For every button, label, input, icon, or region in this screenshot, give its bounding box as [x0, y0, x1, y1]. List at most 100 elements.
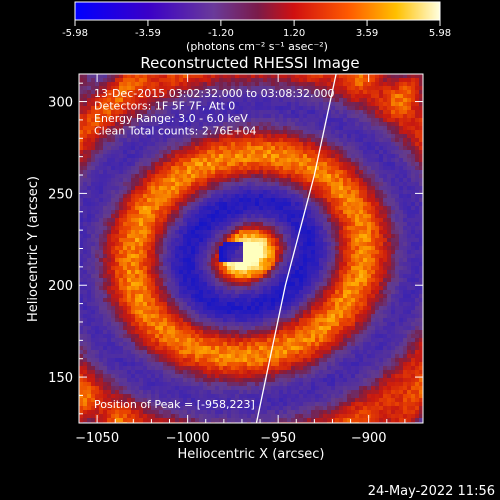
heatmap-cell [387, 170, 391, 174]
heatmap-cell [247, 270, 251, 274]
heatmap-cell [271, 234, 275, 238]
heatmap-cell [171, 258, 175, 262]
heatmap-cell [291, 134, 295, 138]
heatmap-cell [351, 74, 355, 78]
heatmap-cell [111, 234, 115, 238]
heatmap-cell [247, 190, 251, 194]
heatmap-cell [143, 254, 147, 258]
heatmap-cell [163, 206, 167, 210]
heatmap-cell [267, 230, 271, 234]
heatmap-cell [335, 286, 339, 290]
heatmap-cell [171, 182, 175, 186]
heatmap-cell [163, 194, 167, 198]
heatmap-cell [307, 214, 311, 218]
heatmap-cell [227, 254, 231, 258]
heatmap-cell [259, 178, 263, 182]
heatmap-cell [95, 210, 99, 214]
heatmap-cell [227, 174, 231, 178]
heatmap-cell [299, 102, 303, 106]
heatmap-cell [95, 198, 99, 202]
heatmap-cell [179, 294, 183, 298]
heatmap-cell [123, 226, 127, 230]
heatmap-cell [99, 194, 103, 198]
heatmap-cell [283, 230, 287, 234]
heatmap-cell [243, 262, 247, 266]
heatmap-cell [367, 282, 371, 286]
heatmap-cell [351, 270, 355, 274]
heatmap-cell [315, 118, 319, 122]
heatmap-cell [383, 74, 387, 78]
heatmap-cell [151, 186, 155, 190]
heatmap-cell [107, 214, 111, 218]
heatmap-cell [187, 170, 191, 174]
heatmap-cell [87, 214, 91, 218]
heatmap-cell [395, 102, 399, 106]
heatmap-cell [355, 186, 359, 190]
heatmap-cell [359, 90, 363, 94]
heatmap-cell [335, 266, 339, 270]
heatmap-cell [239, 302, 243, 306]
heatmap-cell [355, 122, 359, 126]
heatmap-cell [203, 82, 207, 86]
heatmap-cell [343, 98, 347, 102]
heatmap-cell [335, 238, 339, 242]
heatmap-cell [403, 102, 407, 106]
heatmap-cell [263, 154, 267, 158]
heatmap-cell [399, 78, 403, 82]
heatmap-cell [415, 214, 419, 218]
heatmap-cell [159, 242, 163, 246]
heatmap-cell [199, 254, 203, 258]
heatmap-cell [147, 274, 151, 278]
heatmap-cell [155, 186, 159, 190]
heatmap-cell [183, 186, 187, 190]
heatmap-cell [335, 154, 339, 158]
heatmap-cell [143, 278, 147, 282]
heatmap-cell [143, 250, 147, 254]
heatmap-cell [299, 258, 303, 262]
heatmap-cell [79, 122, 83, 126]
heatmap-cell [255, 222, 259, 226]
heatmap-cell [339, 150, 343, 154]
heatmap-cell [147, 242, 151, 246]
heatmap-cell [395, 290, 399, 294]
heatmap-cell [263, 262, 267, 266]
heatmap-cell [271, 126, 275, 130]
heatmap-cell [215, 190, 219, 194]
heatmap-cell [91, 186, 95, 190]
heatmap-cell [335, 134, 339, 138]
heatmap-cell [219, 138, 223, 142]
heatmap-cell [407, 118, 411, 122]
heatmap-cell [175, 186, 179, 190]
heatmap-cell [155, 302, 159, 306]
heatmap-cell [147, 238, 151, 242]
heatmap-cell [191, 142, 195, 146]
heatmap-cell [415, 274, 419, 278]
heatmap-cell [287, 162, 291, 166]
heatmap-cell [351, 90, 355, 94]
heatmap-cell [219, 174, 223, 178]
heatmap-cell [267, 190, 271, 194]
heatmap-cell [215, 278, 219, 282]
heatmap-cell [283, 142, 287, 146]
heatmap-cell [399, 274, 403, 278]
heatmap-cell [87, 218, 91, 222]
heatmap-cell [219, 194, 223, 198]
heatmap-cell [315, 110, 319, 114]
heatmap-cell [315, 126, 319, 130]
heatmap-cell [219, 222, 223, 226]
heatmap-cell [191, 78, 195, 82]
heatmap-cell [347, 142, 351, 146]
heatmap-cell [115, 166, 119, 170]
heatmap-cell [239, 222, 243, 226]
heatmap-cell [379, 114, 383, 118]
heatmap-cell [371, 286, 375, 290]
heatmap-cell [219, 178, 223, 182]
heatmap-cell [243, 290, 247, 294]
heatmap-cell [207, 210, 211, 214]
heatmap-cell [143, 198, 147, 202]
heatmap-cell [187, 162, 191, 166]
heatmap-cell [79, 146, 83, 150]
heatmap-cell [279, 258, 283, 262]
heatmap-cell [363, 262, 367, 266]
heatmap-cell [231, 138, 235, 142]
